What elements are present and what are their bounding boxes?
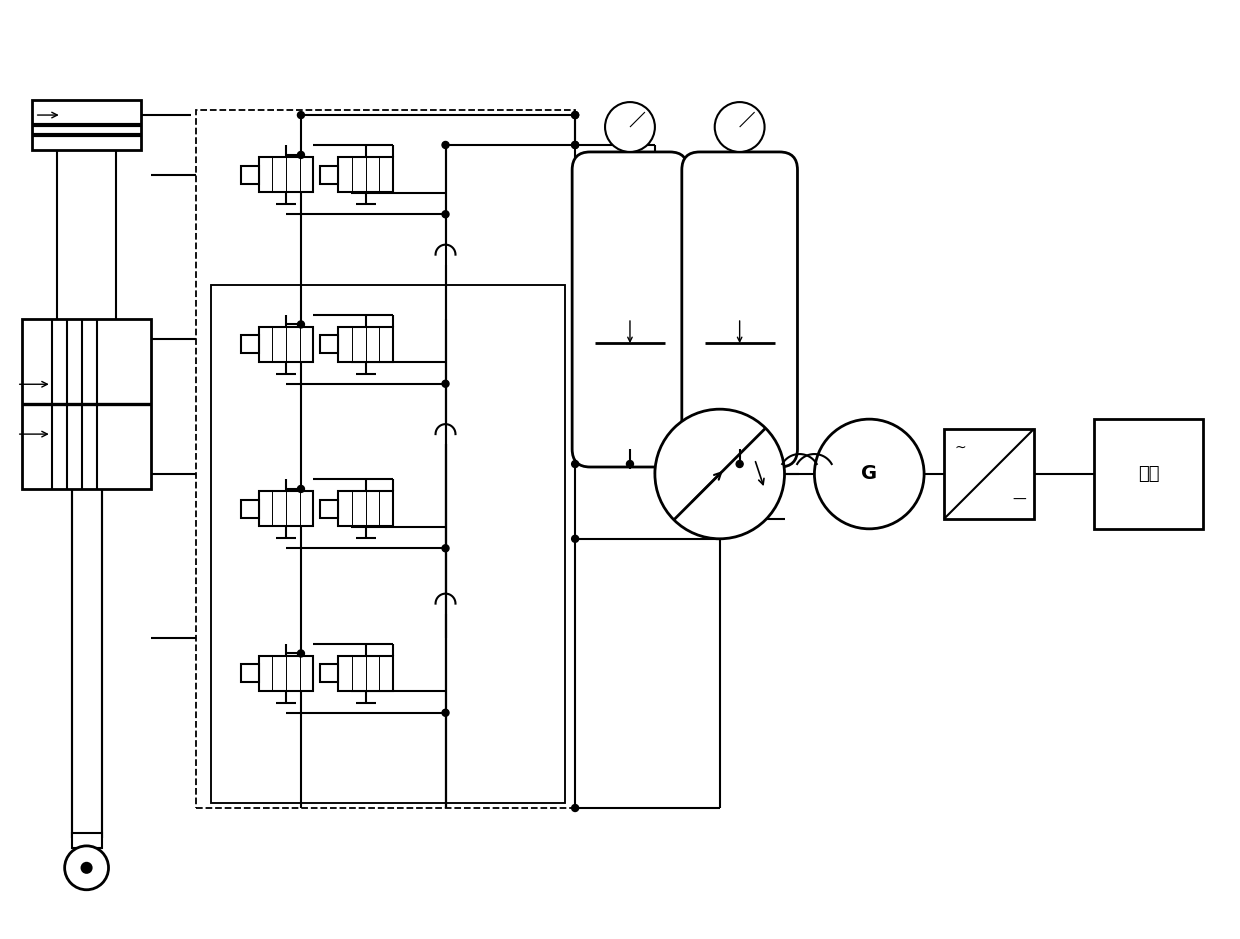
Bar (211, 285, 565, 803)
Bar (320, 335, 339, 353)
Bar (320, 166, 339, 184)
Circle shape (441, 380, 449, 387)
Circle shape (605, 102, 655, 152)
Circle shape (572, 112, 579, 118)
Bar (339, 656, 393, 691)
Circle shape (441, 709, 449, 716)
Bar (339, 158, 393, 192)
Circle shape (82, 863, 92, 873)
Circle shape (714, 102, 765, 152)
Circle shape (298, 650, 305, 657)
Bar (339, 327, 393, 362)
Circle shape (572, 112, 579, 118)
Bar (1094, 419, 1203, 529)
Text: —: — (1012, 493, 1025, 507)
Bar (339, 491, 393, 527)
Bar (259, 656, 314, 691)
FancyBboxPatch shape (682, 152, 797, 467)
Text: ~: ~ (954, 441, 966, 455)
Bar (259, 327, 314, 362)
Circle shape (572, 142, 579, 148)
Circle shape (441, 210, 449, 218)
Circle shape (626, 460, 634, 468)
Text: G: G (862, 465, 878, 484)
Bar (259, 158, 314, 192)
Circle shape (298, 151, 305, 159)
Bar (196, 110, 575, 808)
Circle shape (298, 321, 305, 328)
Bar (320, 500, 339, 517)
Bar (22, 319, 151, 489)
Circle shape (737, 460, 743, 468)
Circle shape (572, 535, 579, 543)
Bar (241, 335, 259, 353)
Bar (320, 665, 339, 683)
Circle shape (815, 419, 924, 529)
Bar (32, 100, 141, 150)
Bar (241, 166, 259, 184)
Circle shape (441, 545, 449, 552)
Circle shape (655, 409, 785, 539)
Circle shape (298, 112, 305, 118)
Bar (72, 833, 102, 848)
Bar (259, 491, 314, 527)
Bar (241, 500, 259, 517)
Circle shape (441, 142, 449, 148)
Bar (241, 665, 259, 683)
Circle shape (572, 460, 579, 468)
Text: 电网: 电网 (1137, 465, 1159, 483)
Circle shape (572, 805, 579, 811)
Circle shape (64, 846, 109, 890)
Circle shape (298, 485, 305, 492)
Bar (944, 429, 1034, 519)
FancyBboxPatch shape (572, 152, 688, 467)
Circle shape (572, 142, 579, 148)
